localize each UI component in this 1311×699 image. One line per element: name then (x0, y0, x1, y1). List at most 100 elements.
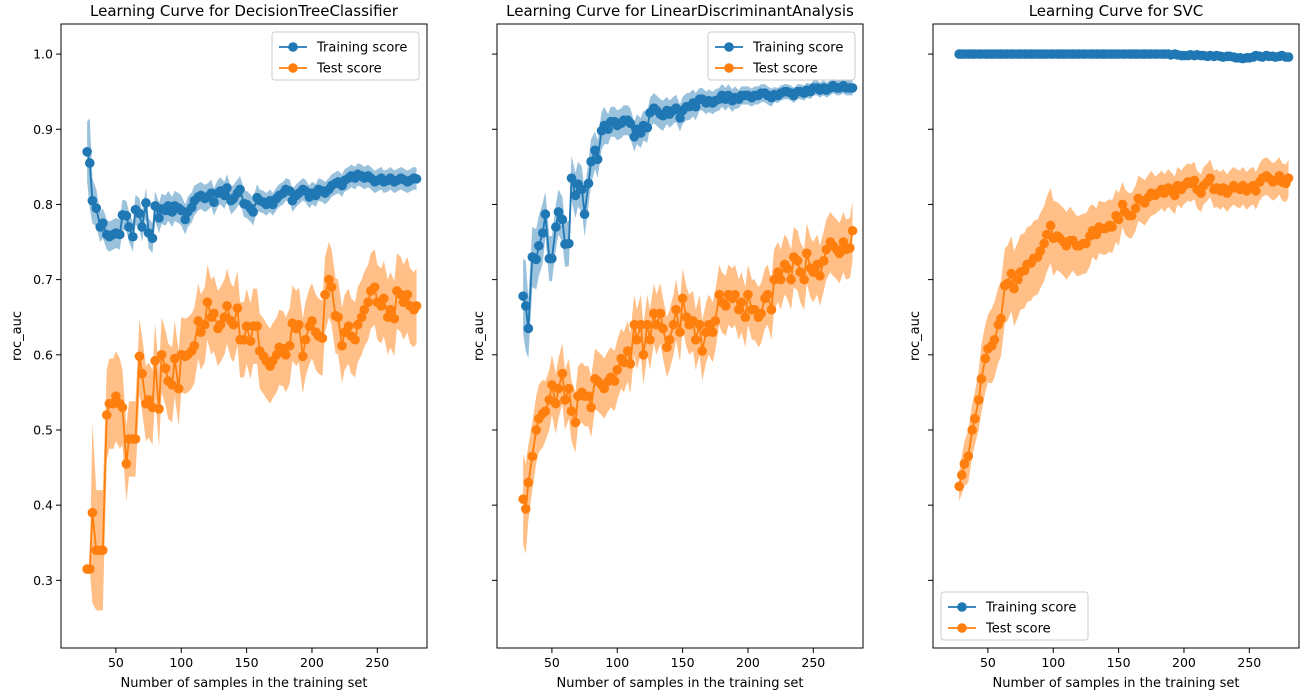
data-point (154, 213, 164, 223)
data-point (1283, 173, 1294, 183)
data-point (209, 308, 219, 319)
data-point (121, 459, 132, 469)
data-point (845, 243, 855, 253)
data-point (566, 173, 577, 183)
data-point (540, 209, 551, 220)
data-point (540, 406, 551, 416)
data-point (551, 398, 561, 409)
data-point (566, 406, 577, 416)
data-point (196, 327, 206, 338)
data-point (655, 308, 666, 319)
y-tick-label: 0.5 (33, 422, 53, 437)
data-point (799, 274, 809, 285)
data-point (98, 545, 108, 556)
data-point (326, 282, 337, 292)
data-point (130, 434, 141, 444)
legend: Training score Test score (940, 591, 1089, 641)
data-point (1196, 188, 1206, 198)
y-tick-label: 0.8 (33, 197, 53, 212)
data-point (1205, 173, 1215, 183)
data-point (379, 293, 389, 304)
x-tick-label: 250 (365, 655, 389, 670)
data-point (625, 359, 636, 369)
data-point (792, 256, 803, 266)
data-point (281, 350, 291, 360)
data-point (523, 323, 534, 334)
data-point (150, 356, 160, 366)
data-point (115, 229, 125, 240)
y-tick-label: 0.9 (33, 122, 53, 137)
data-point (298, 351, 308, 362)
data-point (199, 319, 210, 330)
series-band-training (87, 117, 417, 254)
legend-label: Training score (752, 41, 843, 56)
data-point (956, 470, 967, 480)
y-tick-label: 0.7 (33, 272, 53, 287)
axes-frame (60, 23, 428, 649)
data-point (352, 319, 363, 330)
data-point (180, 214, 190, 225)
data-point (668, 319, 679, 330)
data-point (677, 293, 688, 304)
data-point (553, 207, 564, 217)
data-point (520, 504, 531, 514)
x-tick-label: 200 (736, 655, 760, 670)
data-point (612, 365, 623, 375)
data-point (137, 368, 147, 379)
data-point (818, 256, 829, 266)
data-point (98, 218, 108, 229)
x-tick-label: 250 (1237, 655, 1261, 670)
data-point (534, 240, 544, 251)
data-point (173, 383, 184, 394)
data-point (980, 353, 991, 364)
legend-label: Test score (316, 62, 382, 77)
axes-frame (496, 23, 864, 649)
data-point (189, 340, 200, 351)
data-point (222, 301, 232, 311)
x-axis-label: Number of samples in the training set (121, 676, 368, 691)
data-point (547, 253, 557, 264)
data-point (363, 297, 373, 307)
data-point (847, 83, 858, 93)
data-point (766, 304, 777, 315)
series-band-test (87, 242, 417, 611)
data-point (697, 346, 708, 356)
data-point (124, 222, 134, 232)
data-point (710, 316, 721, 326)
data-point (356, 312, 367, 323)
data-point (963, 451, 974, 462)
chart-title: Learning Curve for DecisionTreeClassifie… (90, 2, 399, 20)
data-point (658, 323, 668, 334)
data-point (1126, 210, 1137, 221)
data-point (248, 207, 258, 217)
data-point (128, 231, 138, 242)
data-point (531, 254, 542, 265)
data-point (294, 319, 304, 330)
x-axis-label: Number of samples in the training set (557, 676, 804, 691)
data-point (147, 233, 158, 244)
data-point (599, 383, 609, 394)
data-point (284, 340, 295, 351)
legend-box (707, 31, 856, 81)
data-point (232, 303, 243, 313)
data-point (1081, 238, 1091, 249)
x-axis-label: Number of samples in the training set (993, 676, 1240, 691)
data-point (586, 402, 596, 413)
data-point (537, 228, 548, 238)
y-tick-label: 1.0 (33, 47, 53, 62)
legend: Training score Test score (707, 31, 856, 81)
data-point (411, 301, 422, 311)
data-point (245, 336, 256, 347)
legend-box (271, 31, 420, 81)
legend-box (940, 591, 1089, 641)
legend-marker-test (724, 63, 734, 73)
legend-marker-training (288, 42, 298, 52)
data-point (553, 383, 564, 394)
data-point (1009, 283, 1019, 294)
data-point (707, 327, 718, 338)
data-point (690, 101, 701, 112)
data-point (320, 289, 330, 300)
data-point (1113, 214, 1124, 225)
data-point (720, 301, 731, 311)
